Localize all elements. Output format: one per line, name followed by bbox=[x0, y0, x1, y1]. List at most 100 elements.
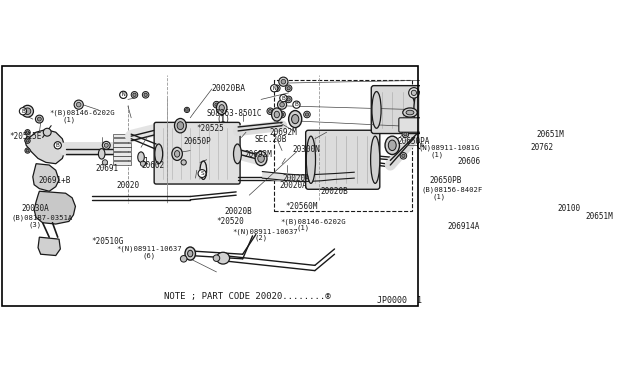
Circle shape bbox=[26, 149, 29, 152]
Bar bbox=[274, 80, 412, 211]
Circle shape bbox=[273, 85, 280, 92]
Ellipse shape bbox=[414, 92, 423, 128]
Text: 20650P: 20650P bbox=[184, 137, 211, 146]
Text: 20650PB: 20650PB bbox=[429, 176, 462, 185]
Text: 20020A: 20020A bbox=[282, 174, 310, 183]
Circle shape bbox=[278, 100, 287, 109]
Circle shape bbox=[19, 108, 27, 115]
Ellipse shape bbox=[216, 252, 230, 264]
Circle shape bbox=[304, 111, 310, 118]
Circle shape bbox=[417, 142, 425, 149]
Text: 20651M: 20651M bbox=[585, 212, 613, 221]
Ellipse shape bbox=[188, 250, 193, 257]
Text: 20762: 20762 bbox=[530, 144, 553, 153]
Text: 20100: 20100 bbox=[557, 204, 580, 213]
Circle shape bbox=[26, 131, 29, 134]
Bar bbox=[113, 157, 131, 160]
Circle shape bbox=[215, 103, 218, 106]
Text: (1): (1) bbox=[62, 116, 76, 123]
Text: 20020BA: 20020BA bbox=[212, 84, 246, 93]
Polygon shape bbox=[33, 164, 59, 191]
Circle shape bbox=[287, 98, 291, 101]
Text: NOTE ; PART CODE 20020........®: NOTE ; PART CODE 20020........® bbox=[164, 292, 331, 301]
Text: *20525: *20525 bbox=[196, 124, 225, 133]
Circle shape bbox=[198, 170, 206, 177]
Ellipse shape bbox=[271, 108, 282, 121]
Text: (N)08911-1081G: (N)08911-1081G bbox=[419, 145, 480, 151]
Text: SEC.20B: SEC.20B bbox=[255, 135, 287, 144]
Ellipse shape bbox=[289, 110, 301, 128]
Ellipse shape bbox=[172, 147, 182, 160]
Polygon shape bbox=[38, 237, 60, 256]
Ellipse shape bbox=[76, 102, 81, 107]
Polygon shape bbox=[25, 129, 65, 164]
FancyBboxPatch shape bbox=[371, 86, 424, 134]
Circle shape bbox=[279, 111, 285, 118]
Ellipse shape bbox=[216, 102, 227, 115]
Bar bbox=[113, 134, 131, 138]
Circle shape bbox=[429, 96, 433, 100]
Circle shape bbox=[213, 255, 220, 262]
Circle shape bbox=[402, 131, 409, 138]
Text: 1: 1 bbox=[143, 157, 148, 166]
Circle shape bbox=[102, 141, 110, 149]
Text: N: N bbox=[419, 143, 423, 148]
Text: 20650PA: 20650PA bbox=[397, 137, 430, 146]
Circle shape bbox=[24, 108, 31, 115]
Bar bbox=[113, 152, 131, 156]
Text: 20651M: 20651M bbox=[536, 130, 564, 140]
Circle shape bbox=[402, 154, 405, 157]
Text: (1): (1) bbox=[431, 151, 444, 158]
Text: B: B bbox=[21, 109, 25, 114]
Ellipse shape bbox=[385, 136, 399, 154]
Text: N: N bbox=[122, 92, 125, 97]
Bar bbox=[113, 138, 131, 142]
Ellipse shape bbox=[234, 144, 241, 164]
Circle shape bbox=[279, 77, 288, 86]
Circle shape bbox=[25, 148, 30, 153]
Text: (1): (1) bbox=[216, 115, 230, 124]
Circle shape bbox=[280, 102, 284, 107]
Text: 206914A: 206914A bbox=[447, 222, 480, 231]
Text: *(B)08146-6202G: *(B)08146-6202G bbox=[49, 110, 115, 116]
Ellipse shape bbox=[138, 152, 144, 163]
Circle shape bbox=[269, 110, 272, 113]
Ellipse shape bbox=[255, 151, 267, 166]
Text: 20606: 20606 bbox=[458, 157, 481, 166]
Circle shape bbox=[267, 108, 273, 115]
Circle shape bbox=[25, 129, 30, 135]
Ellipse shape bbox=[177, 122, 184, 129]
Text: JP0000  1: JP0000 1 bbox=[377, 296, 422, 305]
Circle shape bbox=[102, 160, 108, 165]
Circle shape bbox=[305, 113, 308, 116]
Text: S08363-8501C: S08363-8501C bbox=[207, 109, 262, 118]
Circle shape bbox=[54, 142, 61, 149]
Text: 20020B: 20020B bbox=[225, 207, 252, 216]
Ellipse shape bbox=[175, 151, 180, 157]
Text: 20020: 20020 bbox=[116, 181, 140, 190]
Ellipse shape bbox=[99, 148, 105, 159]
Ellipse shape bbox=[185, 247, 195, 260]
Text: B: B bbox=[56, 143, 60, 148]
Text: (1): (1) bbox=[433, 193, 446, 200]
Circle shape bbox=[26, 140, 29, 142]
Ellipse shape bbox=[74, 100, 83, 109]
Text: 20692M: 20692M bbox=[269, 128, 297, 137]
Text: 20602: 20602 bbox=[141, 161, 164, 170]
Text: *(N)08911-10637: *(N)08911-10637 bbox=[233, 228, 298, 234]
Ellipse shape bbox=[292, 115, 299, 124]
Text: N: N bbox=[272, 86, 276, 91]
Ellipse shape bbox=[175, 118, 186, 133]
FancyBboxPatch shape bbox=[306, 130, 380, 189]
Circle shape bbox=[293, 101, 300, 108]
FancyBboxPatch shape bbox=[154, 122, 240, 184]
Circle shape bbox=[131, 92, 138, 98]
Circle shape bbox=[213, 102, 220, 108]
Circle shape bbox=[412, 90, 417, 96]
Circle shape bbox=[409, 88, 419, 98]
FancyBboxPatch shape bbox=[399, 118, 421, 132]
Circle shape bbox=[400, 153, 406, 159]
Text: (2): (2) bbox=[255, 235, 268, 241]
Circle shape bbox=[44, 128, 51, 136]
Text: *20510G: *20510G bbox=[92, 237, 124, 246]
